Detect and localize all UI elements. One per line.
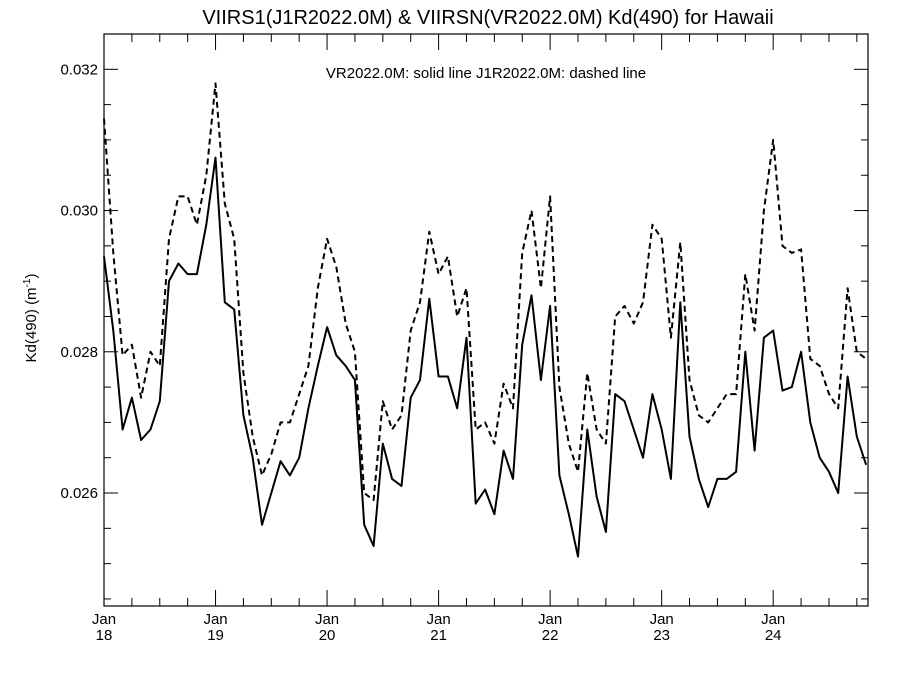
y-tick-label: 0.032: [60, 61, 98, 78]
y-tick-label: 0.026: [60, 485, 98, 502]
x-tick-label-year: 20: [319, 627, 336, 644]
x-tick-label-month: Jan: [427, 611, 451, 628]
x-tick-label-year: 23: [653, 627, 670, 644]
y-tick-label: 0.030: [60, 203, 98, 220]
y-axis-label-superscript: -1: [22, 278, 33, 287]
plot-area: 0.0260.0280.0300.032Jan18Jan19Jan20Jan21…: [60, 33, 868, 644]
series-line-vr2022: [103, 156, 868, 558]
x-tick-label-year: 24: [765, 627, 782, 644]
x-tick-label-month: Jan: [203, 611, 227, 628]
x-tick-label-month: Jan: [92, 611, 116, 628]
x-tick-label-month: Jan: [650, 611, 674, 628]
chart-title: VIIRS1(J1R2022.0M) & VIIRSN(VR2022.0M) K…: [202, 7, 773, 29]
x-tick-label-year: 21: [430, 627, 447, 644]
plot-frame: [103, 33, 869, 607]
y-tick-label: 0.028: [60, 344, 98, 361]
x-tick-label-month: Jan: [761, 611, 785, 628]
y-axis-label-main: Kd(490) (m: [23, 287, 40, 362]
x-tick-label-month: Jan: [315, 611, 339, 628]
x-tick-label-month: Jan: [538, 611, 562, 628]
y-axis-label-close: ): [23, 274, 40, 279]
x-tick-label-year: 18: [96, 627, 113, 644]
y-axis-label: Kd(490) (m-1): [22, 274, 40, 363]
x-tick-label-year: 19: [207, 627, 224, 644]
x-tick-label-year: 22: [542, 627, 559, 644]
series-line-j1r2022: [103, 82, 867, 502]
series-style-annotation: VR2022.0M: solid line J1R2022.0M: dashed…: [326, 65, 646, 82]
